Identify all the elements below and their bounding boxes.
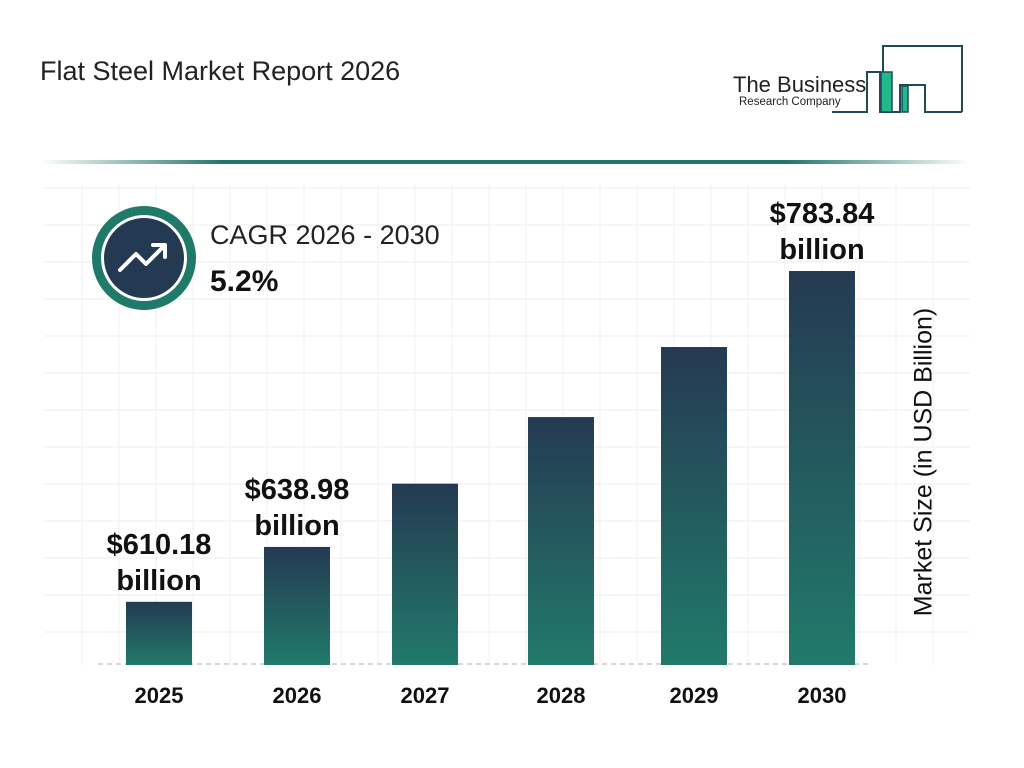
header-divider: [40, 160, 970, 164]
x-tick-label: 2026: [273, 683, 322, 708]
data-label: $783.84: [770, 198, 875, 230]
bar-2029: [661, 347, 727, 665]
cagr-value: 5.2%: [210, 265, 279, 298]
trend-up-icon: [118, 243, 167, 272]
data-label: billion: [254, 510, 339, 542]
x-tick-label: 2025: [135, 683, 184, 708]
data-label: $638.98: [245, 474, 350, 506]
x-tick-label: 2027: [401, 683, 450, 708]
bar-2028: [528, 417, 594, 665]
company-logo: The Business Research Company: [720, 40, 970, 120]
bar-2030: [789, 271, 855, 665]
logo-text-line2: Research Company: [739, 96, 841, 108]
logo-buildings-icon: [832, 45, 963, 113]
x-tick-label: 2029: [670, 683, 719, 708]
bar-2025: [126, 601, 192, 665]
logo-text-line1: The Business: [733, 72, 867, 97]
x-tick-label: 2030: [798, 683, 847, 708]
cagr-badge: [92, 206, 196, 310]
y-axis-label: Market Size (in USD Billion): [909, 307, 938, 617]
page-title: Flat Steel Market Report 2026: [40, 56, 401, 86]
cagr-label: CAGR 2026 - 2030: [210, 220, 440, 250]
bar-2026: [264, 546, 330, 665]
bar-2027: [392, 483, 458, 665]
data-label: billion: [116, 565, 201, 597]
data-label: billion: [779, 234, 864, 266]
x-tick-label: 2028: [537, 683, 586, 708]
data-label: $610.18: [107, 529, 212, 561]
